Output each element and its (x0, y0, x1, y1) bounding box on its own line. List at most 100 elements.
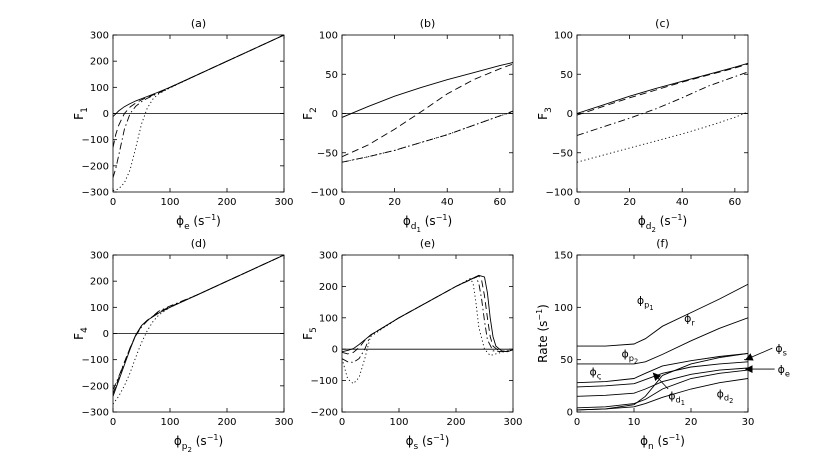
series-group (342, 274, 513, 385)
axes-frame (341, 254, 514, 413)
series-line-dashdot-2 (113, 255, 284, 390)
series-line-dashdot-2 (342, 276, 513, 363)
x-tick-label: 0 (339, 197, 345, 208)
x-tick-label: 300 (503, 417, 522, 428)
curve-label-r: ϕr (684, 312, 695, 327)
arrow-label-e: ϕe (778, 363, 790, 378)
series-line-solid-0 (113, 255, 284, 397)
panel-b: 0 20 40 60 −100 −50 0 50 100 (b) ϕd1 (s−1) F2 (301, 17, 514, 234)
annotation-arrow-d1 (652, 372, 669, 390)
panel-title: (f) (656, 237, 668, 250)
panel-a: 0 100 200 300 −300 −200 −100 0 100 200 300 (a) ϕe (s… (72, 17, 294, 232)
y-tick-label: 100 (554, 31, 573, 42)
y-tick-label: −50 (552, 148, 573, 159)
panel-c: 0 20 40 60 −100 −50 0 50 100 (c) ϕd2 (s−1) F3 (536, 17, 749, 234)
y-tick-label: −50 (317, 148, 338, 159)
x-tick-label: 0 (110, 417, 116, 428)
y-tick-label: −100 (546, 188, 573, 199)
y-tick-label: 100 (554, 303, 573, 314)
x-tick-label: 0 (574, 417, 580, 428)
x-tick-label: 0 (339, 417, 345, 428)
y-tick-label: −300 (82, 188, 109, 199)
panel-title: (a) (191, 17, 206, 30)
series-line-ϕe (577, 367, 748, 397)
y-tick-label: 0 (332, 345, 338, 356)
y-tick-label: 100 (90, 303, 109, 314)
x-tick-label: 200 (217, 197, 236, 208)
y-tick-label: 300 (319, 251, 338, 262)
y-tick-label: −200 (82, 381, 109, 392)
y-tick-label: 50 (325, 70, 338, 81)
y-tick-label: 200 (90, 277, 109, 288)
x-tick-label: 20 (685, 417, 698, 428)
series-line-solid-0 (342, 62, 513, 118)
y-tick-label: −100 (311, 376, 338, 387)
x-axis-label: ϕp2 (s−1) (174, 433, 223, 454)
x-tick-label: 100 (389, 417, 408, 428)
x-tick-label: 60 (728, 197, 741, 208)
series-line-ϕr (577, 317, 748, 365)
x-tick-label: 0 (110, 197, 116, 208)
y-tick-label: 100 (90, 83, 109, 94)
x-tick-label: 200 (217, 417, 236, 428)
y-axis-label: F3 (536, 107, 554, 120)
y-axis-label: F1 (72, 107, 90, 120)
panel-title: (c) (655, 17, 670, 30)
annotation-arrow (744, 347, 773, 361)
series-line-ϕp1 (577, 283, 748, 347)
series-line-ϕd2 (577, 378, 748, 411)
series-line-ϕp2 (577, 352, 748, 384)
x-tick-label: 300 (274, 417, 293, 428)
arrow-label-s: ϕs (775, 342, 787, 357)
x-tick-label: 20 (388, 197, 401, 208)
y-tick-label: 200 (319, 282, 338, 293)
x-tick-label: 20 (623, 197, 636, 208)
panel-title: (b) (420, 17, 436, 30)
curve-label-p1: ϕp1 (637, 294, 654, 312)
series-line-solid-0 (342, 274, 513, 353)
series-group (577, 283, 748, 411)
y-tick-label: −100 (82, 135, 109, 146)
panel-e: 0 100 200 300 −200 −100 0 100 200 300 (e) ϕs (s−1) F… (301, 237, 523, 452)
series-line-ϕd1 (577, 369, 748, 409)
x-tick-label: 30 (742, 417, 755, 428)
y-tick-label: −200 (311, 408, 338, 419)
y-tick-label: 0 (567, 109, 573, 120)
curve-label-d2: ϕd2 (717, 387, 734, 405)
series-line-dashed-1 (113, 255, 284, 394)
series-line-dashed-1 (342, 63, 513, 158)
x-axis-label: ϕd1 (s−1) (403, 213, 452, 234)
panel-title: (e) (420, 237, 435, 250)
series-group (113, 255, 284, 405)
series-line-dashed-1 (577, 63, 748, 116)
x-axis-label: ϕe (s−1) (176, 213, 221, 232)
y-tick-label: −200 (82, 161, 109, 172)
y-tick-label: 150 (554, 251, 573, 262)
panel-title: (d) (191, 237, 207, 250)
curve-label-p2: ϕp2 (621, 348, 638, 366)
y-axis-label: F5 (301, 327, 319, 340)
y-tick-label: 50 (560, 70, 573, 81)
y-axis-label: F4 (72, 327, 90, 340)
x-tick-label: 40 (676, 197, 689, 208)
curve-label-d1: ϕd1 (668, 389, 685, 407)
series-line-solid-0 (577, 62, 748, 114)
series-line-dashed-1 (113, 35, 284, 148)
series-group (113, 35, 284, 192)
x-tick-label: 10 (628, 417, 641, 428)
series-line-dotted-3 (342, 277, 513, 385)
series-line-dashdot-2 (113, 35, 284, 178)
axes-frame (576, 254, 749, 413)
y-tick-label: −300 (82, 408, 109, 419)
y-tick-label: 100 (319, 31, 338, 42)
y-tick-label: 0 (103, 329, 109, 340)
y-tick-label: 300 (90, 31, 109, 42)
series-group (577, 62, 748, 163)
x-tick-label: 300 (274, 197, 293, 208)
x-axis-label: ϕn (s−1) (640, 433, 685, 452)
series-group (342, 62, 513, 163)
x-tick-label: 60 (493, 197, 506, 208)
series-line-dotted-3 (342, 111, 513, 163)
panel-f: 0 10 20 30 0 50 100 150 (f) ϕn (s−1) Rate (s−1) ϕp1… (535, 237, 790, 452)
y-tick-label: 0 (332, 109, 338, 120)
